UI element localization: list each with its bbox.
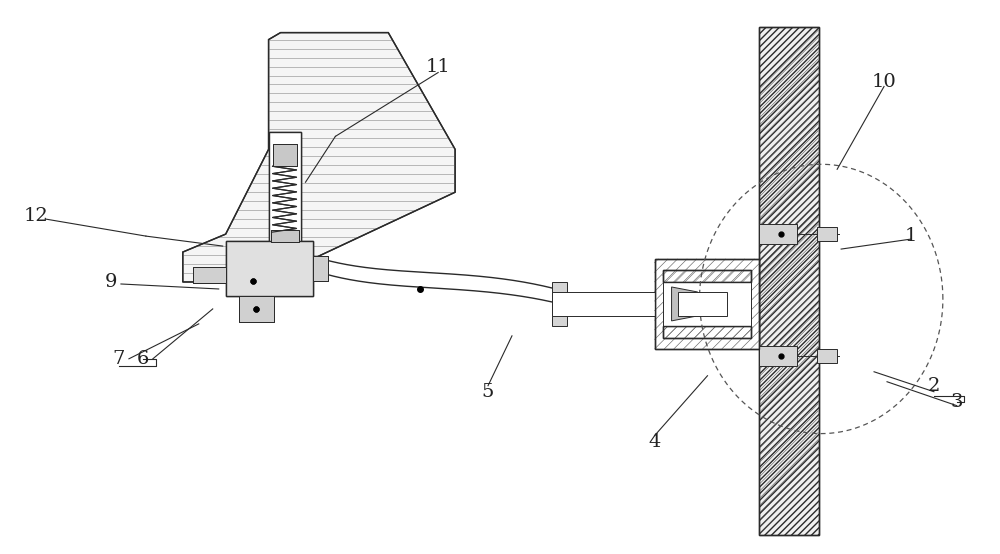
- Text: 2: 2: [928, 377, 940, 395]
- Bar: [817, 349, 837, 363]
- Text: 6: 6: [137, 350, 149, 368]
- Bar: [273, 145, 297, 166]
- Bar: [759, 27, 819, 535]
- Bar: [313, 256, 328, 281]
- Bar: [817, 227, 837, 241]
- Bar: [655, 259, 759, 349]
- Bar: [239, 296, 274, 322]
- Bar: [759, 346, 797, 366]
- Bar: [226, 241, 313, 296]
- Bar: [193, 267, 226, 283]
- Bar: [271, 230, 299, 242]
- PathPatch shape: [183, 33, 455, 282]
- Bar: [552, 282, 567, 326]
- Bar: [663, 326, 751, 338]
- Bar: [663, 270, 751, 282]
- Bar: [663, 270, 751, 282]
- Bar: [655, 259, 759, 349]
- Bar: [552, 292, 655, 316]
- Bar: [759, 27, 819, 535]
- Bar: [759, 224, 797, 244]
- Text: 3: 3: [951, 393, 963, 411]
- Bar: [269, 132, 301, 242]
- Bar: [193, 267, 226, 283]
- Text: 4: 4: [648, 433, 661, 450]
- Bar: [269, 132, 301, 242]
- Bar: [273, 145, 297, 166]
- Polygon shape: [672, 287, 698, 321]
- Bar: [239, 296, 274, 322]
- Bar: [663, 282, 751, 326]
- Bar: [313, 256, 328, 281]
- Bar: [226, 241, 313, 296]
- Text: 1: 1: [905, 227, 917, 245]
- Text: 12: 12: [24, 207, 49, 225]
- Text: 7: 7: [113, 350, 125, 368]
- Text: 9: 9: [105, 273, 117, 291]
- Bar: [678, 292, 727, 316]
- Text: 5: 5: [482, 383, 494, 401]
- Bar: [271, 230, 299, 242]
- Text: 10: 10: [872, 74, 896, 91]
- Bar: [663, 326, 751, 338]
- Text: 11: 11: [426, 58, 451, 75]
